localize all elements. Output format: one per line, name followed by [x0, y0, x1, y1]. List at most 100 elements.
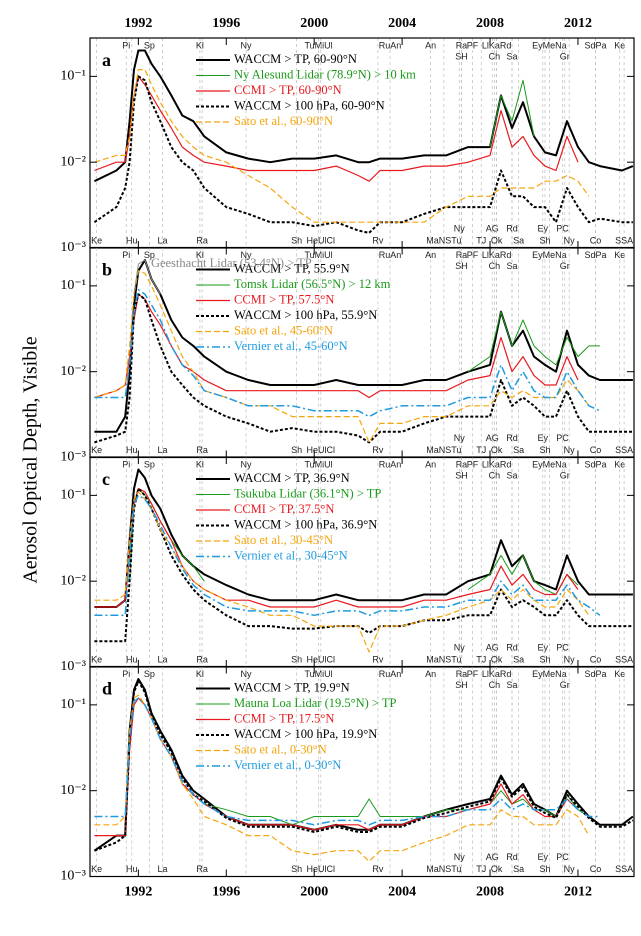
eruption-label: SSA: [615, 445, 633, 455]
eruption-label: Ra: [196, 235, 208, 245]
panel-letter: b: [102, 260, 112, 280]
legend-label: WACCM > 100 hPa, 55.9°N: [234, 308, 377, 322]
series-annotation: Geesthacht Lidar (53.4°N) > TP: [151, 256, 312, 270]
eruption-label: La: [158, 654, 168, 664]
eruption-label: Sp: [144, 459, 155, 469]
eruption-label: Sp: [144, 40, 155, 50]
legend-label: WACCM > 100 hPa, 60-90°N: [234, 98, 385, 112]
eruption-label: PF: [467, 40, 479, 50]
y-axis-title: Aerosol Optical Depth, Visible: [20, 336, 42, 583]
eruption-label: Ny: [564, 654, 575, 664]
y-tick-label: 10⁻³: [60, 240, 86, 255]
x-tick-label: 1992: [124, 16, 152, 31]
eruption-label: Ny: [241, 459, 252, 469]
legend-label: WACCM > TP, 36.9°N: [234, 471, 350, 485]
eruption-label: Hu: [126, 654, 138, 664]
y-tick-label: 10⁻²: [60, 783, 86, 798]
eruption-label: SSA: [615, 654, 633, 664]
x-tick-label: 2012: [564, 16, 592, 31]
y-tick-label: 10⁻¹: [60, 69, 86, 84]
eruption-label: Ny: [454, 223, 465, 233]
y-tick-label: 10⁻³: [60, 869, 86, 884]
series-line: [94, 69, 590, 223]
eruption-label: Ey: [538, 433, 549, 443]
x-tick-label: 2004: [388, 16, 416, 31]
eruption-label: EyMeNa: [532, 250, 567, 260]
eruption-label: Ny: [564, 235, 575, 245]
eruption-label: PC: [556, 642, 569, 652]
legend-label: CCMI > TP, 60-90°N: [234, 83, 342, 97]
eruption-label: Co: [590, 864, 602, 874]
eruption-label: Rd: [506, 852, 518, 862]
eruption-label: Sa: [513, 235, 524, 245]
x-tick-label: 1996: [212, 885, 240, 900]
eruption-label: HeUlCl: [307, 445, 336, 455]
eruption-label: SSA: [615, 235, 633, 245]
eruption-label: Hu: [126, 235, 138, 245]
y-tick-label: 10⁻¹: [60, 278, 86, 293]
eruption-label: Sp: [144, 669, 155, 679]
series-line: [94, 488, 579, 608]
eruption-label: MaNSTu: [426, 864, 461, 874]
eruption-label: Sh: [539, 445, 550, 455]
eruption-label: Ny: [241, 40, 252, 50]
eruption-label: TuMiUl: [305, 40, 333, 50]
eruption-label: SH: [455, 261, 468, 271]
eruption-label: Ny: [564, 864, 575, 874]
eruption-label: La: [158, 864, 168, 874]
eruption-label: Ch: [489, 470, 501, 480]
eruption-label: Ch: [489, 261, 501, 271]
eruption-label: Sa: [513, 864, 524, 874]
series-line: [94, 293, 633, 444]
eruption-label: HeUlCl: [307, 864, 336, 874]
legend-label: CCMI > TP, 17.5°N: [234, 711, 334, 725]
eruption-label: RuAn: [379, 669, 402, 679]
x-tick-label: 2008: [476, 16, 504, 31]
legend-label: Mauna Loa Lidar (19.5°N) > TP: [234, 696, 397, 710]
legend-label: WACCM > 100 hPa, 36.9°N: [234, 517, 377, 531]
eruption-label: Ey: [538, 852, 549, 862]
legend-label: CCMI > TP, 37.5°N: [234, 502, 334, 516]
y-tick-label: 10⁻²: [60, 364, 86, 379]
eruption-label: An: [425, 669, 436, 679]
legend-label: Tomsk Lidar (56.5°N) > 12 km: [234, 277, 391, 291]
eruption-label: Ny: [564, 445, 575, 455]
eruption-label: Hu: [126, 864, 138, 874]
legend-label: WACCM > TP, 55.9°N: [234, 261, 350, 275]
eruption-label: Ny: [454, 642, 465, 652]
series-line: [94, 468, 633, 608]
eruption-label: MaNSTu: [426, 445, 461, 455]
eruption-label: Kl: [196, 250, 204, 260]
eruption-label: Sh: [291, 235, 302, 245]
x-tick-label: 1992: [124, 885, 152, 900]
eruption-label: La: [158, 235, 168, 245]
eruption-label: TJ: [476, 445, 486, 455]
series-line: [94, 697, 600, 826]
eruption-label: TJ: [476, 654, 486, 664]
series-line: [94, 694, 590, 862]
legend-label: Ny Alesund Lidar (78.9°N) > 10 km: [234, 67, 416, 81]
series-line: [93, 49, 634, 183]
eruption-label: Ch: [489, 680, 501, 690]
eruption-label: Ke: [614, 459, 625, 469]
legend-label: Vernier et al., 30-45°N: [234, 548, 348, 562]
eruption-label: EyMeNa: [532, 40, 567, 50]
series-line: [94, 289, 601, 418]
series-line: [94, 680, 634, 852]
eruption-label: SH: [455, 51, 468, 61]
eruption-label: PC: [556, 223, 569, 233]
eruption-label: Ke: [614, 250, 625, 260]
legend-label: Sato et al., 0-30°N: [234, 742, 327, 756]
eruption-label: MaNSTu: [426, 235, 461, 245]
eruption-label: Ok: [491, 235, 503, 245]
eruption-label: AG: [486, 852, 499, 862]
eruption-label: RuAn: [379, 250, 402, 260]
legend-label: Vernier et al., 45-60°N: [234, 339, 348, 353]
eruption-label: TJ: [476, 864, 486, 874]
y-tick-label: 10⁻²: [60, 154, 86, 169]
x-tick-label: 2008: [476, 885, 504, 900]
eruption-label: Pi: [122, 40, 130, 50]
eruption-label: La: [158, 445, 168, 455]
eruption-label: TuMiUl: [305, 669, 333, 679]
eruption-label: Kl: [196, 459, 204, 469]
